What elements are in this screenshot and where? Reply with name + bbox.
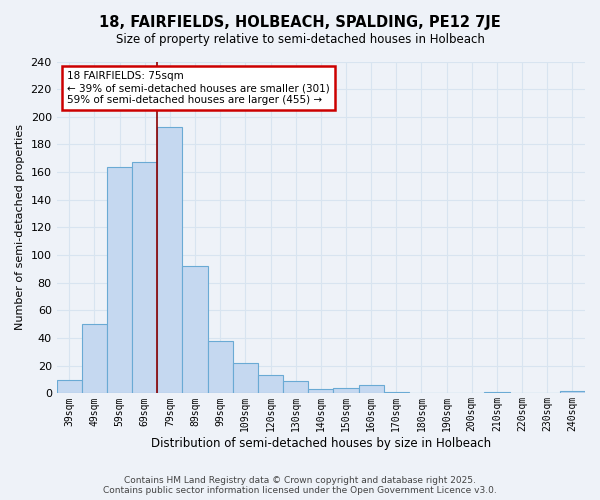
Bar [384, 392, 409, 394]
Bar [308, 390, 334, 394]
Bar [157, 126, 182, 394]
Bar [56, 380, 82, 394]
Bar [560, 390, 585, 394]
Text: Contains HM Land Registry data © Crown copyright and database right 2025.
Contai: Contains HM Land Registry data © Crown c… [103, 476, 497, 495]
Bar [208, 341, 233, 394]
Bar [82, 324, 107, 394]
Bar [258, 376, 283, 394]
Bar [182, 266, 208, 394]
X-axis label: Distribution of semi-detached houses by size in Holbeach: Distribution of semi-detached houses by … [151, 437, 491, 450]
Bar [283, 381, 308, 394]
Bar [107, 166, 132, 394]
Bar [233, 363, 258, 394]
Text: Size of property relative to semi-detached houses in Holbeach: Size of property relative to semi-detach… [116, 32, 484, 46]
Bar [484, 392, 509, 394]
Text: 18, FAIRFIELDS, HOLBEACH, SPALDING, PE12 7JE: 18, FAIRFIELDS, HOLBEACH, SPALDING, PE12… [99, 15, 501, 30]
Bar [334, 388, 359, 394]
Y-axis label: Number of semi-detached properties: Number of semi-detached properties [15, 124, 25, 330]
Bar [359, 385, 384, 394]
Bar [132, 162, 157, 394]
Text: 18 FAIRFIELDS: 75sqm
← 39% of semi-detached houses are smaller (301)
59% of semi: 18 FAIRFIELDS: 75sqm ← 39% of semi-detac… [67, 72, 330, 104]
